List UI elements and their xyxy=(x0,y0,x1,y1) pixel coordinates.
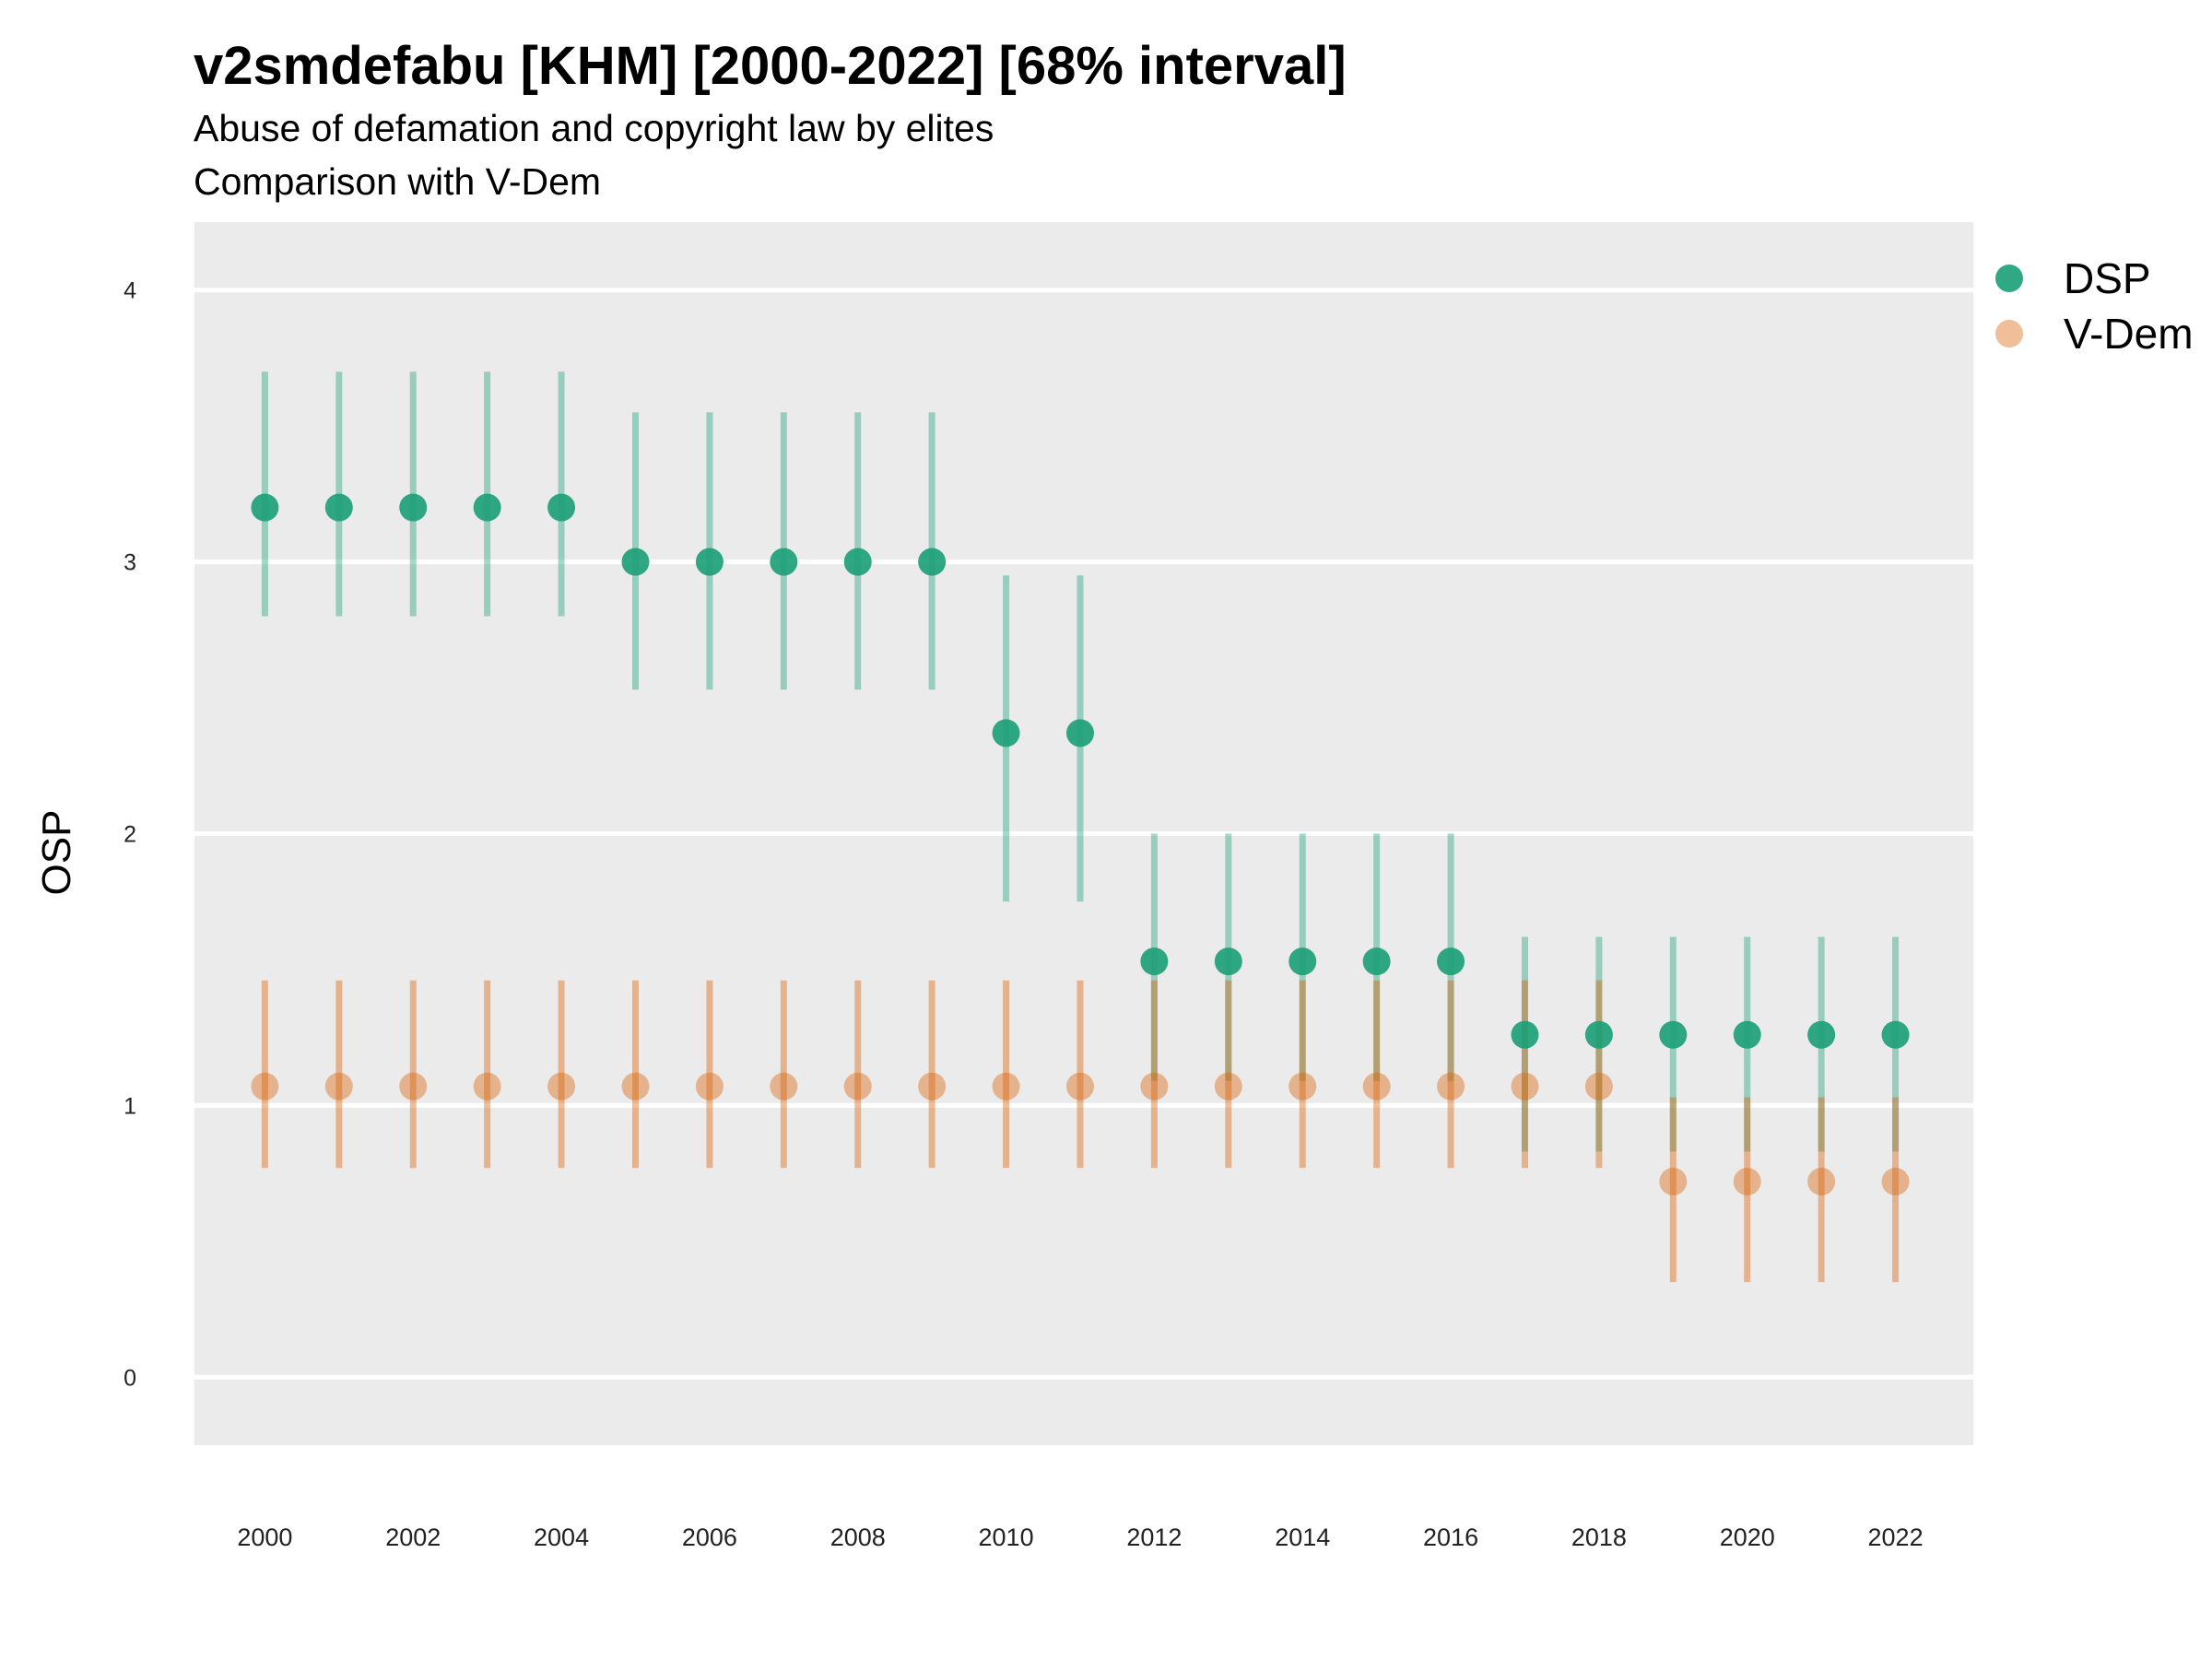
point-dsp-2022 xyxy=(1881,1020,1910,1049)
x-tick-label-2008: 2008 xyxy=(830,1524,886,1551)
point-dsp-2006 xyxy=(695,547,724,576)
y-tick-label-2: 2 xyxy=(124,822,136,848)
y-tick-label-3: 3 xyxy=(124,550,136,576)
y-tick-labels: 0 1 2 3 4 xyxy=(124,278,136,1392)
legend-key-dsp xyxy=(1995,265,2023,292)
legend-label-dsp: DSP xyxy=(2064,254,2151,302)
chart-subtitle: Abuse of defamation and copyright law by… xyxy=(194,107,994,149)
y-tick-label-4: 4 xyxy=(124,278,136,304)
point-vdem-2015 xyxy=(1362,1072,1391,1100)
point-vdem-2003 xyxy=(473,1072,501,1100)
x-tick-label-2012: 2012 xyxy=(1126,1524,1182,1551)
y-tick-label-1: 1 xyxy=(124,1093,136,1119)
point-dsp-2014 xyxy=(1288,947,1317,976)
point-dsp-2004 xyxy=(547,493,576,522)
point-vdem-2009 xyxy=(918,1072,947,1100)
chart-title: v2smdefabu [KHM] [2000-2022] [68% interv… xyxy=(194,36,1347,96)
point-vdem-2022 xyxy=(1881,1167,1910,1195)
point-dsp-2012 xyxy=(1140,947,1169,976)
point-dsp-2010 xyxy=(992,719,1020,747)
point-vdem-2002 xyxy=(399,1072,428,1100)
y-tick-label-0: 0 xyxy=(124,1365,136,1391)
x-tick-label-2016: 2016 xyxy=(1423,1524,1478,1551)
point-dsp-2005 xyxy=(621,547,650,576)
x-tick-label-2018: 2018 xyxy=(1571,1524,1627,1551)
point-vdem-2019 xyxy=(1659,1167,1688,1195)
point-dsp-2009 xyxy=(918,547,947,576)
point-vdem-2010 xyxy=(992,1072,1020,1100)
point-dsp-2017 xyxy=(1511,1020,1539,1049)
point-vdem-2000 xyxy=(251,1072,279,1100)
legend-label-vdem: V-Dem xyxy=(2064,310,2194,358)
x-tick-label-2000: 2000 xyxy=(237,1524,292,1551)
point-dsp-2000 xyxy=(251,493,279,522)
point-vdem-2017 xyxy=(1511,1072,1539,1100)
x-tick-label-2022: 2022 xyxy=(1868,1524,1924,1551)
point-dsp-2003 xyxy=(473,493,501,522)
point-dsp-2013 xyxy=(1214,947,1242,976)
legend-key-vdem xyxy=(1995,320,2023,347)
point-vdem-2021 xyxy=(1807,1167,1836,1195)
point-vdem-2001 xyxy=(324,1072,353,1100)
x-tick-label-2020: 2020 xyxy=(1720,1524,1775,1551)
grid-lines xyxy=(194,288,1973,1380)
point-vdem-2014 xyxy=(1288,1072,1317,1100)
x-tick-label-2006: 2006 xyxy=(682,1524,737,1551)
point-vdem-2016 xyxy=(1437,1072,1465,1100)
x-tick-labels: 2000 2002 2004 2006 2008 2010 2012 2014 2016 2018… xyxy=(237,1524,1923,1551)
point-dsp-2015 xyxy=(1362,947,1391,976)
point-dsp-2011 xyxy=(1065,719,1094,747)
point-dsp-2007 xyxy=(770,547,798,576)
x-tick-label-2002: 2002 xyxy=(385,1524,441,1551)
x-tick-label-2004: 2004 xyxy=(534,1524,589,1551)
point-dsp-2019 xyxy=(1659,1020,1688,1049)
chart-subtitle-comparison: Comparison with V-Dem xyxy=(194,160,602,203)
point-vdem-2020 xyxy=(1733,1167,1761,1195)
point-dsp-2001 xyxy=(324,493,353,522)
point-dsp-2021 xyxy=(1807,1020,1836,1049)
point-vdem-2011 xyxy=(1065,1072,1094,1100)
point-vdem-2008 xyxy=(843,1072,872,1100)
x-tick-label-2010: 2010 xyxy=(979,1524,1034,1551)
point-vdem-2018 xyxy=(1584,1072,1613,1100)
point-dsp-2008 xyxy=(843,547,872,576)
point-dsp-2018 xyxy=(1584,1020,1613,1049)
point-dsp-2020 xyxy=(1733,1020,1761,1049)
point-dsp-2002 xyxy=(399,493,428,522)
point-dsp-2016 xyxy=(1437,947,1465,976)
x-tick-label-2014: 2014 xyxy=(1275,1524,1330,1551)
data-marks xyxy=(251,371,1910,1283)
point-vdem-2004 xyxy=(547,1072,576,1100)
point-vdem-2007 xyxy=(770,1072,798,1100)
point-vdem-2006 xyxy=(695,1072,724,1100)
point-vdem-2005 xyxy=(621,1072,650,1100)
point-vdem-2013 xyxy=(1214,1072,1242,1100)
point-vdem-2012 xyxy=(1140,1072,1169,1100)
